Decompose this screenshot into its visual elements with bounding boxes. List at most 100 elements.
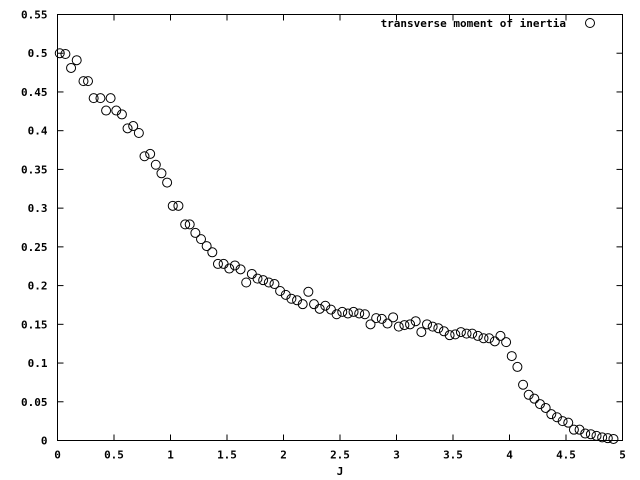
data-point xyxy=(551,412,562,423)
data-point xyxy=(95,93,106,104)
data-point xyxy=(597,432,608,443)
data-point xyxy=(410,316,421,327)
y-tick-label: 0.25 xyxy=(21,241,48,254)
data-point xyxy=(167,200,178,211)
data-point xyxy=(393,321,404,332)
y-tick-label: 0.35 xyxy=(21,163,48,176)
x-tick-label: 1.5 xyxy=(217,449,237,462)
x-tick-label: 3 xyxy=(393,449,400,462)
data-point xyxy=(399,320,410,331)
data-point xyxy=(422,319,433,330)
data-point xyxy=(529,393,540,404)
data-point xyxy=(286,293,297,304)
data-point xyxy=(71,55,82,66)
data-point xyxy=(371,313,382,324)
x-tick-label: 2 xyxy=(280,449,287,462)
y-tick-label: 0.15 xyxy=(21,318,48,331)
data-point xyxy=(467,328,478,339)
data-point xyxy=(111,105,122,116)
data-point xyxy=(546,409,557,420)
data-point xyxy=(382,318,393,329)
data-point xyxy=(591,430,602,441)
data-point xyxy=(78,76,89,87)
data-point xyxy=(269,279,280,290)
x-tick-label: 1 xyxy=(167,449,174,462)
data-point xyxy=(580,428,591,439)
legend-label: transverse moment of inertia xyxy=(381,17,566,30)
data-point xyxy=(229,260,240,271)
data-point xyxy=(116,109,127,120)
data-point xyxy=(433,323,444,334)
data-point xyxy=(173,200,184,211)
data-point xyxy=(495,330,506,341)
y-tick-label: 0.05 xyxy=(21,396,48,409)
data-point xyxy=(484,333,495,344)
data-point xyxy=(88,93,99,104)
data-point xyxy=(365,319,376,330)
data-point xyxy=(101,105,112,116)
data-point xyxy=(309,299,320,310)
data-point xyxy=(292,295,303,306)
data-point xyxy=(156,168,167,179)
data-point xyxy=(263,277,274,288)
data-point xyxy=(207,247,218,258)
data-point xyxy=(54,48,65,59)
data-point xyxy=(540,402,551,413)
data-point xyxy=(224,263,235,274)
data-point xyxy=(218,258,229,269)
data-point xyxy=(512,361,523,372)
data-point xyxy=(444,330,455,341)
data-point xyxy=(145,148,156,159)
data-point xyxy=(314,303,325,314)
data-point xyxy=(535,399,546,410)
y-axis-ticks: 0 0.05 0.1 0.15 0.2 0.25 0.3 0.35 0.4 0.45 0.5 0.55 xyxy=(21,9,623,448)
data-point xyxy=(252,273,263,284)
x-tick-label: 0.5 xyxy=(104,449,124,462)
y-tick-label: 0.3 xyxy=(28,202,48,215)
data-point xyxy=(212,258,223,269)
y-tick-label: 0.1 xyxy=(28,357,48,370)
data-point xyxy=(150,159,161,170)
data-point xyxy=(376,313,387,324)
data-point xyxy=(331,309,342,320)
data-point xyxy=(337,306,348,317)
data-point xyxy=(585,429,596,440)
data-point xyxy=(478,333,489,344)
data-point xyxy=(574,424,585,435)
data-point xyxy=(297,299,308,310)
data-point xyxy=(303,286,314,297)
data-point xyxy=(128,121,139,132)
x-tick-label: 4.5 xyxy=(556,449,576,462)
data-point xyxy=(354,308,365,319)
data-point xyxy=(359,309,370,320)
legend: transverse moment of inertia xyxy=(381,17,595,30)
data-point xyxy=(280,289,291,300)
data-point xyxy=(133,128,144,139)
data-point xyxy=(472,330,483,341)
data-point xyxy=(501,337,512,348)
y-tick-label: 0.55 xyxy=(21,9,48,22)
x-axis-label: J xyxy=(337,465,344,478)
legend-marker xyxy=(585,18,595,28)
data-point xyxy=(450,329,461,340)
data-point xyxy=(66,62,77,73)
data-point xyxy=(190,227,201,238)
x-tick-label: 2.5 xyxy=(330,449,350,462)
data-point xyxy=(196,234,207,245)
data-point xyxy=(275,286,286,297)
data-point xyxy=(184,219,195,230)
data-point xyxy=(201,241,212,252)
x-tick-label: 4 xyxy=(506,449,513,462)
x-axis-ticks: 0 0.5 1 1.5 2 2.5 3 3.5 4 4.5 5 xyxy=(54,14,626,462)
data-point xyxy=(518,379,529,390)
data-point xyxy=(405,319,416,330)
data-point xyxy=(568,424,579,435)
data-point xyxy=(438,326,449,337)
data-point xyxy=(258,275,269,286)
data-point xyxy=(602,433,613,444)
data-point xyxy=(523,389,534,400)
data-point xyxy=(416,327,427,338)
data-point xyxy=(608,433,619,444)
scatter-series xyxy=(54,48,619,444)
y-tick-label: 0.45 xyxy=(21,86,48,99)
